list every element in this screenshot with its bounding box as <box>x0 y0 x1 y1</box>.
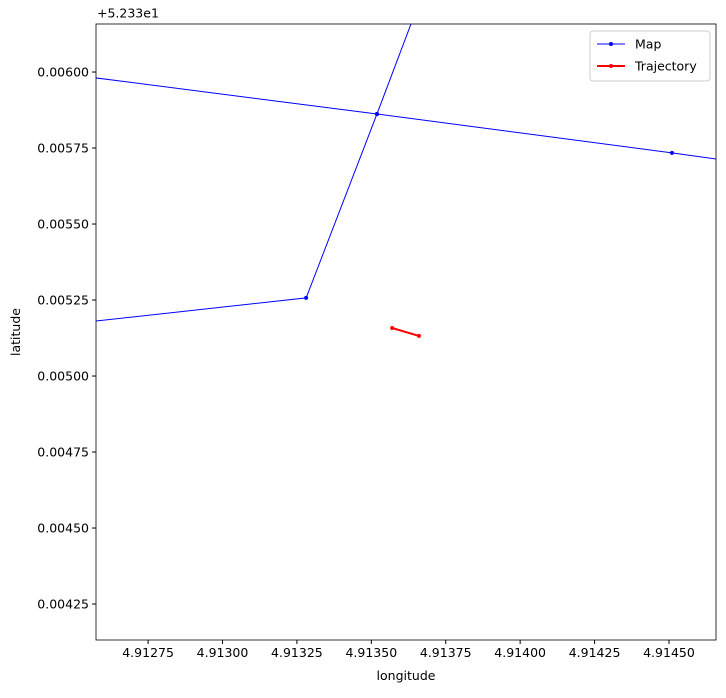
y-tick-label: 0.00525 <box>37 293 89 308</box>
y-tick-label: 0.00450 <box>37 521 89 536</box>
y-axis-label: latitude <box>8 308 23 356</box>
x-tick-label: 4.91375 <box>420 645 472 660</box>
legend-marker <box>609 64 613 68</box>
point-marker <box>669 150 674 155</box>
legend: Map Trajectory <box>589 30 711 82</box>
y-tick-label: 0.00600 <box>37 65 89 80</box>
point-marker <box>72 321 76 325</box>
series-line <box>391 327 420 337</box>
legend-label: Trajectory <box>634 59 697 74</box>
point-marker <box>374 111 379 116</box>
y-tick-label: 0.00475 <box>37 445 89 460</box>
point-marker <box>390 326 395 330</box>
x-axis-label: longitude <box>377 668 436 683</box>
x-tick-label: 4.91350 <box>345 645 397 660</box>
y-tick-label: 0.00575 <box>37 141 89 156</box>
y-tick-label: 0.00425 <box>37 597 89 612</box>
legend-label: Map <box>635 37 661 52</box>
plot-area <box>72 8 716 338</box>
y-offset-label: +5.233e1 <box>97 6 159 21</box>
x-tick-label: 4.91425 <box>569 645 621 660</box>
point-marker <box>304 295 309 300</box>
x-tick-label: 4.91400 <box>494 645 546 660</box>
x-tick-label: 4.91300 <box>197 645 249 660</box>
legend-marker <box>609 42 613 46</box>
x-tick-label: 4.91275 <box>122 645 174 660</box>
axes-frame <box>95 23 717 641</box>
y-tick-label: 0.00550 <box>37 217 89 232</box>
point-marker <box>416 333 421 338</box>
x-tick-label: 4.91450 <box>643 645 695 660</box>
y-tick-label: 0.00500 <box>37 369 89 384</box>
point-marker <box>414 8 418 12</box>
series-line <box>96 24 716 322</box>
x-tick-label: 4.91325 <box>271 645 323 660</box>
